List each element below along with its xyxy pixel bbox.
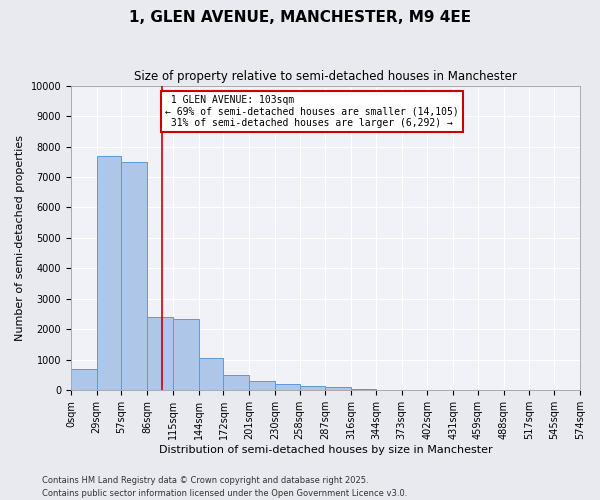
Bar (121, 162, 147, 390)
Bar (325, 388, 351, 390)
Bar (300, 386, 325, 390)
Bar (351, 389, 376, 390)
X-axis label: Distribution of semi-detached houses by size in Manchester: Distribution of semi-detached houses by … (158, 445, 492, 455)
Bar (249, 381, 275, 390)
Bar (173, 318, 199, 390)
Text: 1 GLEN AVENUE: 103sqm
← 69% of semi-detached houses are smaller (14,105)
 31% of: 1 GLEN AVENUE: 103sqm ← 69% of semi-deta… (165, 94, 458, 128)
Bar (71, 369, 97, 390)
Y-axis label: Number of semi-detached properties: Number of semi-detached properties (15, 135, 25, 341)
Bar (97, 156, 121, 390)
Bar (275, 384, 300, 390)
Text: 1, GLEN AVENUE, MANCHESTER, M9 4EE: 1, GLEN AVENUE, MANCHESTER, M9 4EE (129, 10, 471, 25)
Text: Contains HM Land Registry data © Crown copyright and database right 2025.
Contai: Contains HM Land Registry data © Crown c… (42, 476, 407, 498)
Bar (199, 358, 223, 390)
Bar (147, 317, 173, 390)
Title: Size of property relative to semi-detached houses in Manchester: Size of property relative to semi-detach… (134, 70, 517, 83)
Bar (223, 375, 249, 390)
